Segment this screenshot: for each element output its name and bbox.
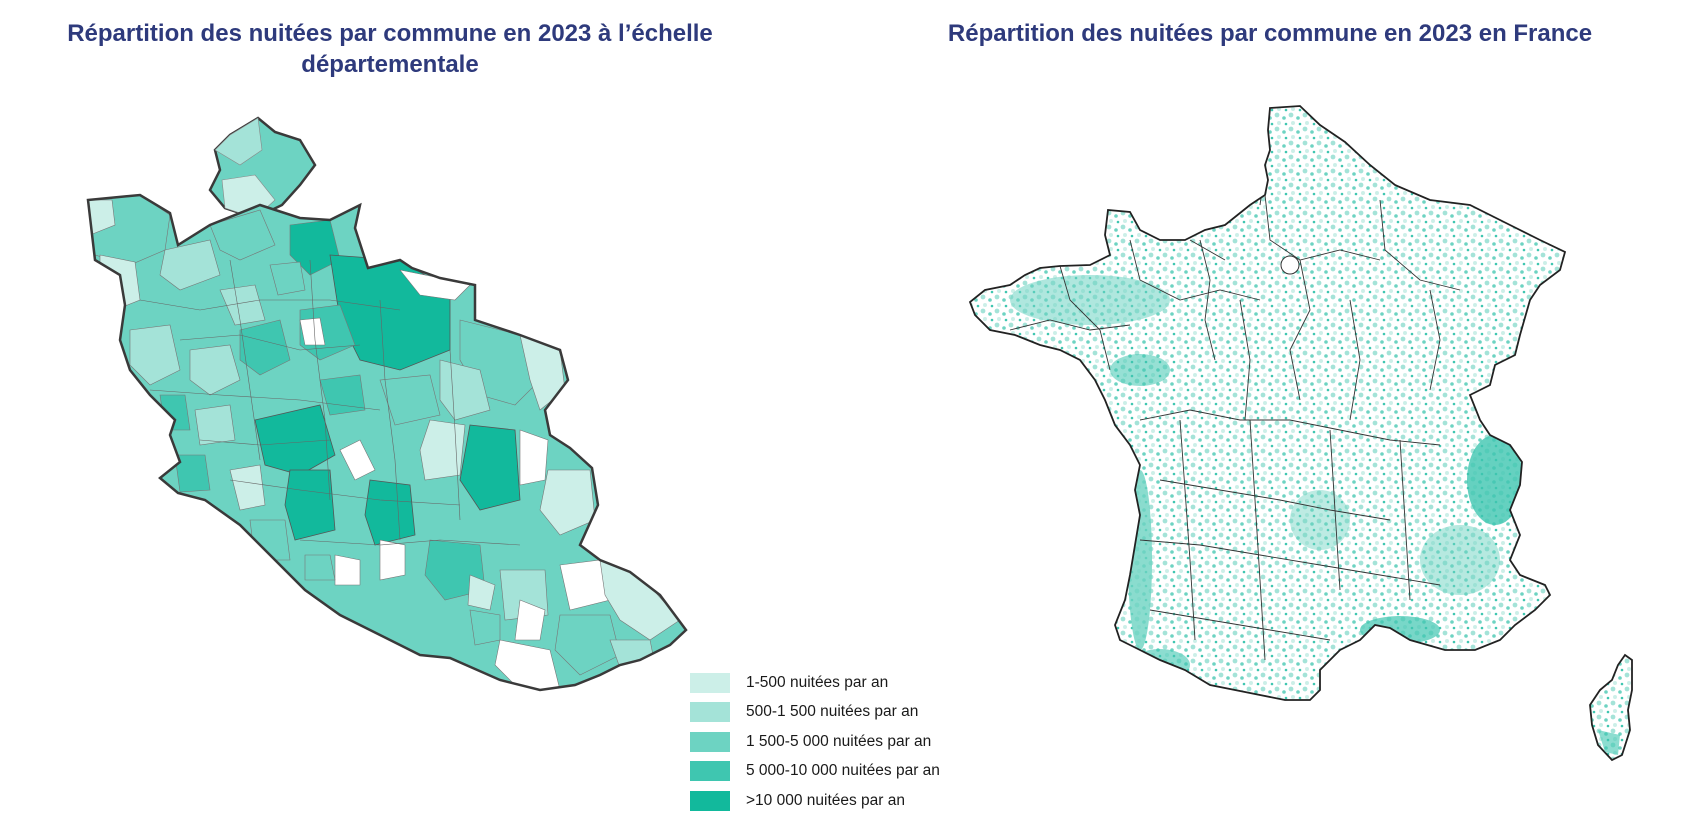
department-map xyxy=(86,116,688,692)
legend-item-3: 1 500-5 000 nuitées par an xyxy=(690,727,940,757)
legend-swatch xyxy=(690,702,730,723)
department-outline xyxy=(86,193,688,692)
legend-swatch xyxy=(690,731,730,752)
legend-item-2: 500-1 500 nuitées par an xyxy=(690,698,940,728)
legend-label: 500-1 500 nuitées par an xyxy=(746,703,919,721)
legend-swatch xyxy=(690,790,730,811)
legend-item-4: 5 000-10 000 nuitées par an xyxy=(690,757,940,787)
legend-item-5: >10 000 nuitées par an xyxy=(690,786,940,816)
left-map-title: Répartition des nuitées par commune en 2… xyxy=(67,20,713,78)
paris-area-marker xyxy=(1280,255,1300,275)
legend-label: >10 000 nuitées par an xyxy=(746,791,906,809)
legend-item-1: 1-500 nuitées par an xyxy=(690,668,940,698)
legend-label: 1 500-5 000 nuitées par an xyxy=(746,732,932,750)
legend-swatch xyxy=(690,672,730,693)
france-map xyxy=(968,105,1633,762)
legend-label: 1-500 nuitées par an xyxy=(746,673,889,691)
legend-swatch xyxy=(690,761,730,782)
legend: 1-500 nuitées par an 500-1 500 nuitées p… xyxy=(690,668,940,816)
right-map-title: Répartition des nuitées par commune en 2… xyxy=(947,20,1593,47)
france-outline xyxy=(968,105,1567,701)
legend-label: 5 000-10 000 nuitées par an xyxy=(746,762,940,780)
